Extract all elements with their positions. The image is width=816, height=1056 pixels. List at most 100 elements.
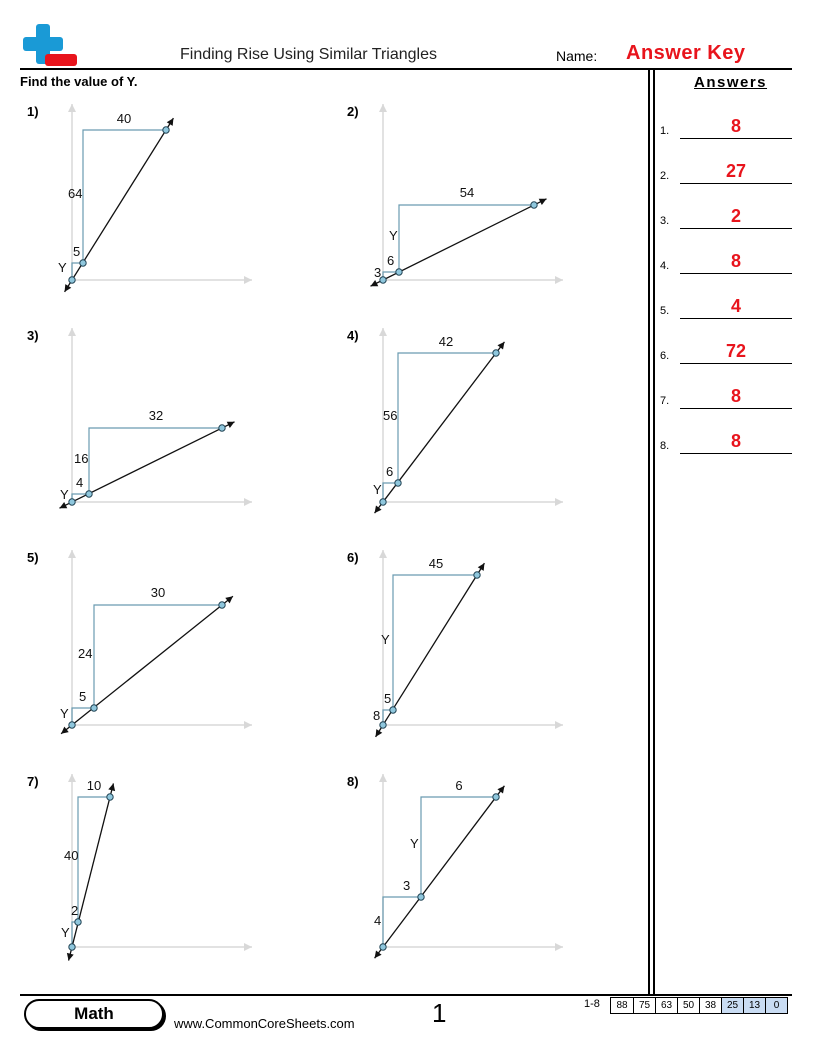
- slope-triangles: [382, 574, 477, 725]
- small-rise-label: 4: [374, 913, 381, 928]
- score-cell: 25: [721, 998, 743, 1013]
- answer-line: [680, 183, 792, 184]
- answer-line: [680, 138, 792, 139]
- answer-row: 3. 2: [660, 205, 792, 229]
- problem-number: 4): [347, 328, 359, 343]
- big-rise-label: Y: [389, 228, 398, 243]
- line-point: [473, 571, 481, 579]
- axes: [379, 774, 563, 951]
- answer-number: 5.: [660, 305, 670, 317]
- slope-triangles: [71, 604, 222, 725]
- big-run-label: 42: [439, 334, 453, 349]
- answer-value: 72: [725, 341, 747, 361]
- line-point: [106, 793, 114, 801]
- line-point: [379, 498, 387, 506]
- footer-divider: [20, 994, 792, 996]
- answer-number: 4.: [660, 260, 670, 272]
- answer-line: [680, 273, 792, 274]
- line-point: [379, 721, 387, 729]
- big-rise-label: Y: [381, 632, 390, 647]
- answer-value: 8: [730, 116, 741, 136]
- problem-number: 5): [27, 550, 39, 565]
- line-point: [79, 259, 87, 267]
- answer-row: 8. 8: [660, 430, 792, 454]
- instruction-text: Find the value of Y.: [20, 74, 138, 89]
- answer-row: 6. 72: [660, 340, 792, 364]
- answer-line: [680, 453, 792, 454]
- answer-line: [680, 228, 792, 229]
- answer-value: 2: [730, 206, 741, 226]
- answer-line: [680, 363, 792, 364]
- big-rise-label: 40: [64, 848, 78, 863]
- big-run-label: 54: [460, 185, 474, 200]
- answer-value: 4: [730, 296, 741, 316]
- answer-number: 2.: [660, 170, 670, 182]
- small-run-label: 3: [403, 878, 410, 893]
- line-point: [395, 268, 403, 276]
- line-point: [90, 704, 98, 712]
- big-rise-label: 24: [78, 646, 92, 661]
- axes: [68, 328, 252, 506]
- slope-triangles: [382, 352, 496, 502]
- answer-value: 8: [730, 431, 741, 451]
- score-cell: 0: [765, 998, 787, 1013]
- big-rise-label: 16: [74, 451, 88, 466]
- small-rise-label: Y: [373, 482, 382, 497]
- score-cell: 88: [616, 1000, 628, 1011]
- line-point: [492, 349, 500, 357]
- axes: [68, 774, 252, 951]
- score-cell: 75: [633, 998, 655, 1013]
- axes: [379, 328, 563, 506]
- answer-number: 7.: [660, 395, 670, 407]
- score-cell: 63: [655, 998, 677, 1013]
- line-point: [68, 721, 76, 729]
- slope-triangles: [71, 796, 110, 947]
- answer-row: 2. 27: [660, 160, 792, 184]
- line: [59, 421, 235, 509]
- answer-number: 3.: [660, 215, 670, 227]
- answer-value: 8: [730, 251, 741, 271]
- line: [60, 595, 234, 735]
- problem-number: 2): [347, 104, 359, 119]
- small-run-label: 5: [73, 244, 80, 259]
- problem-number: 1): [27, 104, 39, 119]
- answer-number: 8.: [660, 440, 670, 452]
- problem-number: 7): [27, 774, 39, 789]
- small-rise-label: Y: [61, 925, 70, 940]
- line: [374, 341, 505, 514]
- big-run-label: 6: [455, 778, 462, 793]
- slope-triangles: [382, 204, 534, 280]
- line-point: [68, 943, 76, 951]
- slope-triangles: [382, 796, 496, 947]
- score-range-label: 1-8: [584, 998, 600, 1010]
- name-label: Name:: [556, 48, 598, 64]
- small-rise-label: 8: [373, 708, 380, 723]
- line-point: [417, 893, 425, 901]
- small-run-label: 6: [386, 464, 393, 479]
- line: [370, 198, 547, 287]
- line-point: [379, 276, 387, 284]
- line: [375, 562, 485, 738]
- answer-row: 4. 8: [660, 250, 792, 274]
- answer-row: 1. 8: [660, 115, 792, 139]
- line: [66, 783, 116, 961]
- line-point: [68, 276, 76, 284]
- line-point: [68, 498, 76, 506]
- line-point: [218, 601, 226, 609]
- website-link[interactable]: www.CommonCoreSheets.com: [174, 1016, 355, 1031]
- line-point: [530, 201, 538, 209]
- answer-value: 8: [730, 386, 741, 406]
- line-point: [492, 793, 500, 801]
- header-divider: [20, 68, 792, 70]
- axes: [379, 550, 563, 729]
- big-run-label: 32: [149, 408, 163, 423]
- problem-number: 3): [27, 328, 39, 343]
- page-number: 1: [432, 998, 447, 1028]
- plus-minus-logo-icon: [23, 24, 77, 66]
- answer-number: 6.: [660, 350, 670, 362]
- line-point: [379, 943, 387, 951]
